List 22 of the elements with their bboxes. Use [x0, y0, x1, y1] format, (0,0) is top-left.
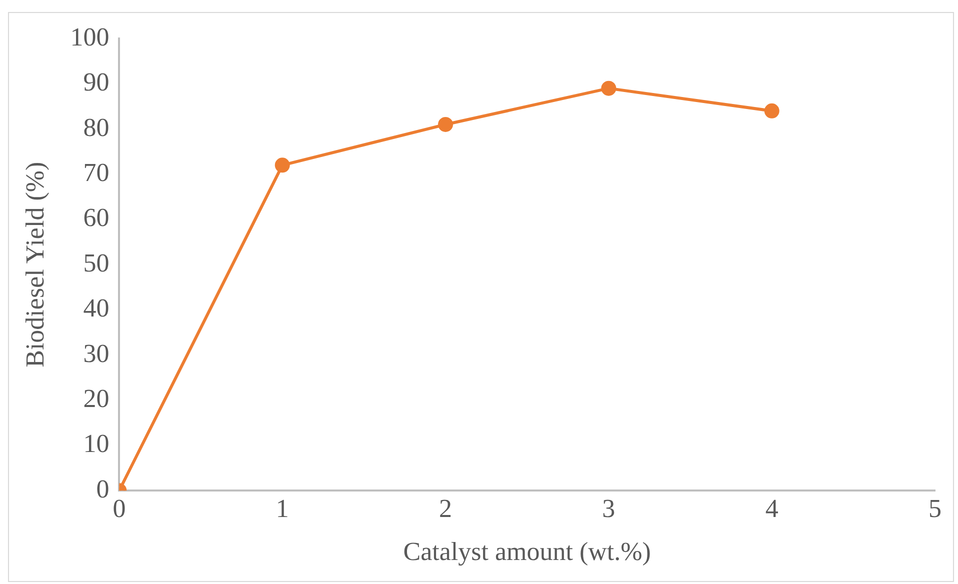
x-tick-label: 2: [439, 494, 452, 524]
x-tick-label: 5: [928, 494, 942, 524]
y-tick-label: 0: [96, 474, 110, 504]
point: [274, 158, 290, 173]
y-tick-label: 20: [83, 384, 110, 414]
y-tick-label: 80: [83, 112, 110, 142]
x-tick-label: 1: [276, 494, 289, 524]
y-tick-label: 60: [83, 203, 110, 232]
x-tick-label: 3: [602, 494, 616, 524]
point: [764, 103, 780, 118]
y-tick-label: 10: [83, 429, 110, 458]
y-tick-label: 40: [83, 294, 110, 323]
y-tick-label: 70: [83, 158, 110, 188]
x-axis-title: Catalyst amount (wt.%): [403, 537, 651, 566]
point: [601, 80, 616, 96]
x-tick-label: 4: [765, 494, 778, 524]
point: [438, 116, 454, 132]
y-tick-label: 100: [70, 22, 110, 52]
y-tick-label: 50: [83, 248, 110, 278]
y-tick-label: 90: [83, 68, 110, 97]
y-axis-title: Biodiesel Yield (%): [20, 162, 50, 368]
y-tick-label: 30: [83, 338, 110, 368]
